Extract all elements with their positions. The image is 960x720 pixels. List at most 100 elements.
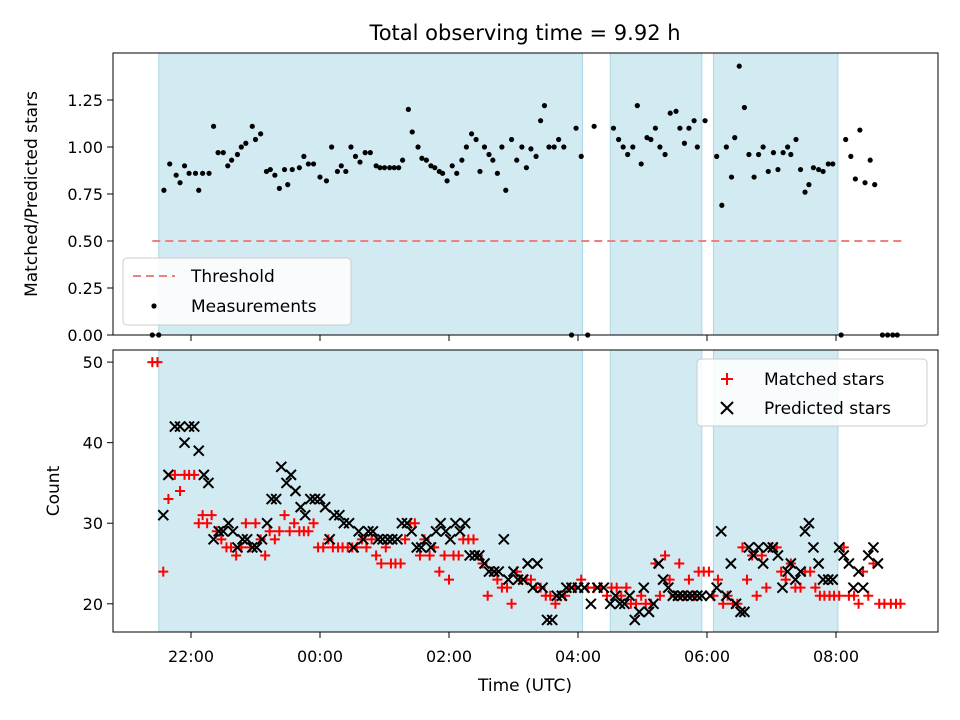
- predicted-star-point: [521, 557, 534, 570]
- measurement-point: [872, 182, 878, 188]
- top-y-tick-label: 0.50: [67, 232, 103, 251]
- matched-star-point: [424, 550, 435, 561]
- x-tick-label: 04:00: [555, 647, 601, 666]
- predicted-star-point: [202, 477, 215, 489]
- matched-star-point: [395, 558, 406, 569]
- predicted-star-point: [647, 598, 660, 610]
- measurement-point: [702, 118, 708, 124]
- matched-star-point: [409, 518, 420, 529]
- matched-star-point: [849, 590, 860, 601]
- measurement-point: [756, 151, 762, 158]
- predicted-star-point: [372, 533, 384, 546]
- measurement-point: [405, 106, 411, 112]
- predicted-star-point: [827, 573, 839, 586]
- predicted-star-point: [614, 598, 626, 610]
- predicted-star-point: [323, 533, 336, 546]
- predicted-star-point: [517, 573, 529, 586]
- measurement-point: [494, 170, 500, 176]
- measurement-point: [775, 166, 781, 173]
- measurement-point: [556, 136, 562, 143]
- predicted-star-point: [396, 517, 408, 529]
- measurement-point: [281, 166, 288, 173]
- top-y-axis-label: Matched/Predicted stars: [22, 91, 42, 297]
- matched-star-point: [545, 590, 556, 601]
- measurement-point: [644, 135, 650, 141]
- measurement-point: [432, 165, 438, 171]
- predicted-star-point: [862, 549, 874, 562]
- predicted-star-point: [391, 533, 404, 546]
- predicted-star-point: [720, 590, 733, 602]
- predicted-star-point: [430, 525, 442, 537]
- measurement-point: [862, 180, 868, 186]
- bottom-y-tick-label: 50: [83, 353, 103, 372]
- predicted-star-point: [710, 581, 723, 594]
- measurement-point: [616, 136, 622, 143]
- predicted-star-point: [217, 525, 229, 537]
- measurement-point: [301, 153, 307, 159]
- matched-star-point: [660, 550, 671, 561]
- predicted-star-point: [807, 541, 820, 554]
- predicted-star-point: [609, 590, 622, 602]
- predicted-star-point: [531, 557, 544, 570]
- shaded-interval-3: [712, 52, 839, 336]
- measurement-point: [852, 176, 858, 182]
- predicted-star-point: [512, 573, 524, 586]
- predicted-star-point: [275, 461, 288, 473]
- matched-star-point: [240, 518, 251, 529]
- predicted-star-point: [193, 445, 205, 457]
- predicted-star-point: [473, 549, 486, 562]
- measurement-point: [468, 131, 475, 137]
- matched-star-point: [169, 469, 180, 480]
- predicted-star-point: [686, 590, 698, 602]
- top-y-tick-label: 0.25: [67, 279, 103, 298]
- predicted-star-point: [672, 590, 684, 602]
- matched-star-point: [376, 558, 387, 569]
- measurement-point: [820, 168, 826, 175]
- measurement-point: [454, 170, 460, 176]
- measurement-point: [289, 166, 295, 173]
- measurement-point: [694, 144, 700, 150]
- measurement-point: [630, 144, 636, 150]
- matched-star-point: [414, 550, 425, 561]
- matched-star-point: [152, 357, 163, 368]
- matched-star-point: [602, 590, 613, 601]
- predicted-star-point: [444, 533, 456, 546]
- matched-star-point: [158, 566, 169, 577]
- matched-star-point: [303, 526, 314, 537]
- measurement-point: [243, 140, 249, 146]
- x-axis-label: Time (UTC): [477, 676, 572, 696]
- x-tick-label: 22:00: [168, 647, 214, 666]
- matched-star-point: [621, 582, 632, 593]
- predicted-star-point: [280, 477, 293, 489]
- predicted-star-point: [852, 565, 865, 578]
- predicted-star-point: [696, 590, 708, 602]
- measurement-point: [167, 161, 173, 167]
- predicted-star-point: [333, 509, 346, 521]
- predicted-star-point: [347, 541, 360, 554]
- top-panel: 0.00 0.25 0.50 0.75 1.00 1.25 Matched/Predict…: [22, 52, 939, 345]
- predicted-star-point: [872, 557, 884, 570]
- predicted-star-point: [338, 517, 350, 529]
- measurement-point: [263, 168, 270, 175]
- bottom-y-tick-label: 20: [83, 595, 103, 614]
- predicted-star-point: [265, 493, 278, 505]
- measurement-point: [252, 136, 259, 143]
- measurement-point: [377, 165, 383, 171]
- matched-star-point: [216, 534, 227, 545]
- bottom-y-axis-label: Count: [44, 465, 64, 516]
- predicted-star-point: [231, 541, 244, 554]
- matched-star-point: [206, 510, 217, 521]
- measurement-point: [317, 174, 323, 180]
- measurement-point: [272, 172, 278, 178]
- measurement-point: [503, 187, 509, 193]
- predicted-star-point: [838, 549, 850, 562]
- predicted-star-point: [434, 517, 447, 529]
- measurement-point: [677, 125, 683, 131]
- measurement-point: [459, 157, 465, 163]
- measurement-point: [825, 161, 831, 167]
- matched-star-point: [269, 534, 280, 545]
- matched-star-point: [175, 486, 186, 496]
- measurement-point: [276, 185, 282, 191]
